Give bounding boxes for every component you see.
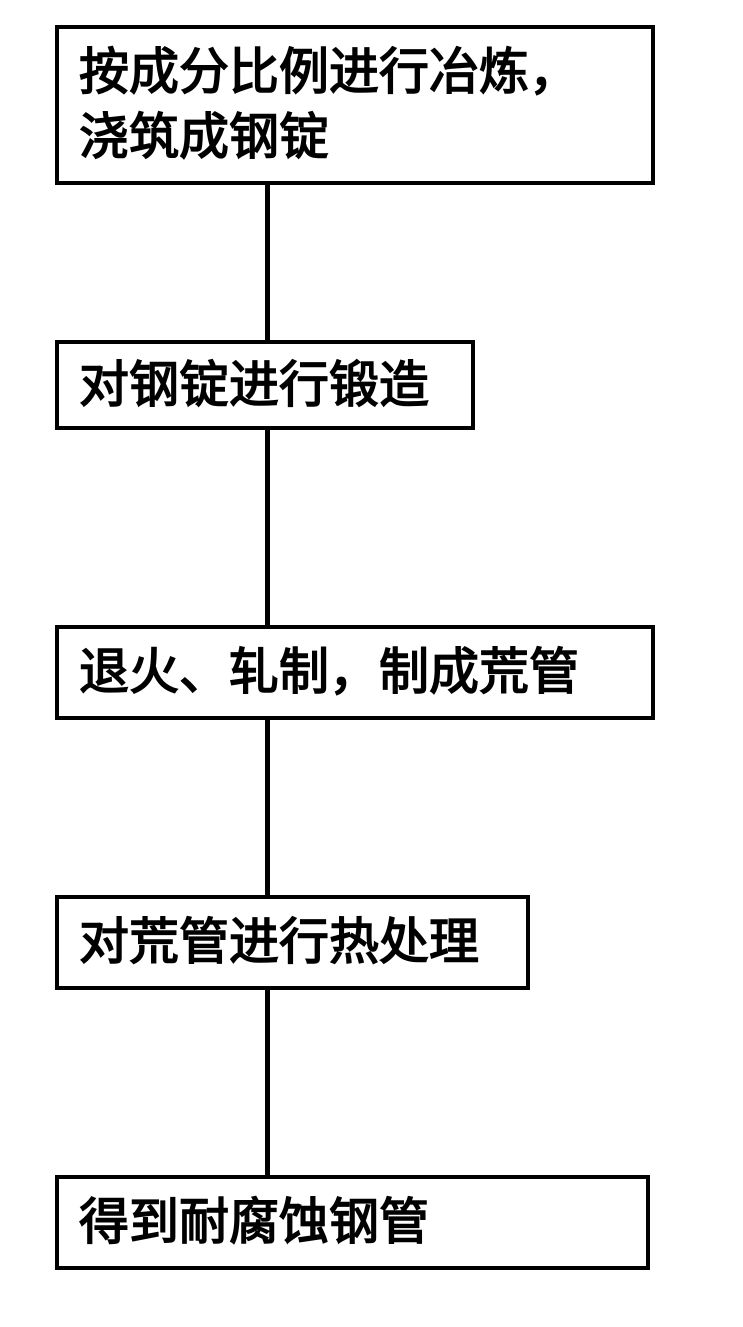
node-label: 对钢锭进行锻造 (79, 353, 429, 418)
node-label: 按成分比例进行冶炼， 浇筑成钢锭 (79, 40, 579, 170)
flowchart-node-n3: 退火、轧制，制成荒管 (55, 625, 655, 720)
connector-n4-n5 (265, 990, 270, 1175)
flowchart-container: 按成分比例进行冶炼， 浇筑成钢锭对钢锭进行锻造退火、轧制，制成荒管对荒管进行热处… (0, 0, 743, 1327)
connector-n2-n3 (265, 430, 270, 625)
connector-n3-n4 (265, 720, 270, 895)
node-label: 对荒管进行热处理 (79, 910, 479, 975)
node-label: 退火、轧制，制成荒管 (79, 640, 579, 705)
connector-n1-n2 (265, 185, 270, 340)
flowchart-node-n4: 对荒管进行热处理 (55, 895, 530, 990)
flowchart-node-n1: 按成分比例进行冶炼， 浇筑成钢锭 (55, 25, 655, 185)
node-label: 得到耐腐蚀钢管 (79, 1190, 429, 1255)
flowchart-node-n5: 得到耐腐蚀钢管 (55, 1175, 650, 1270)
flowchart-node-n2: 对钢锭进行锻造 (55, 340, 475, 430)
